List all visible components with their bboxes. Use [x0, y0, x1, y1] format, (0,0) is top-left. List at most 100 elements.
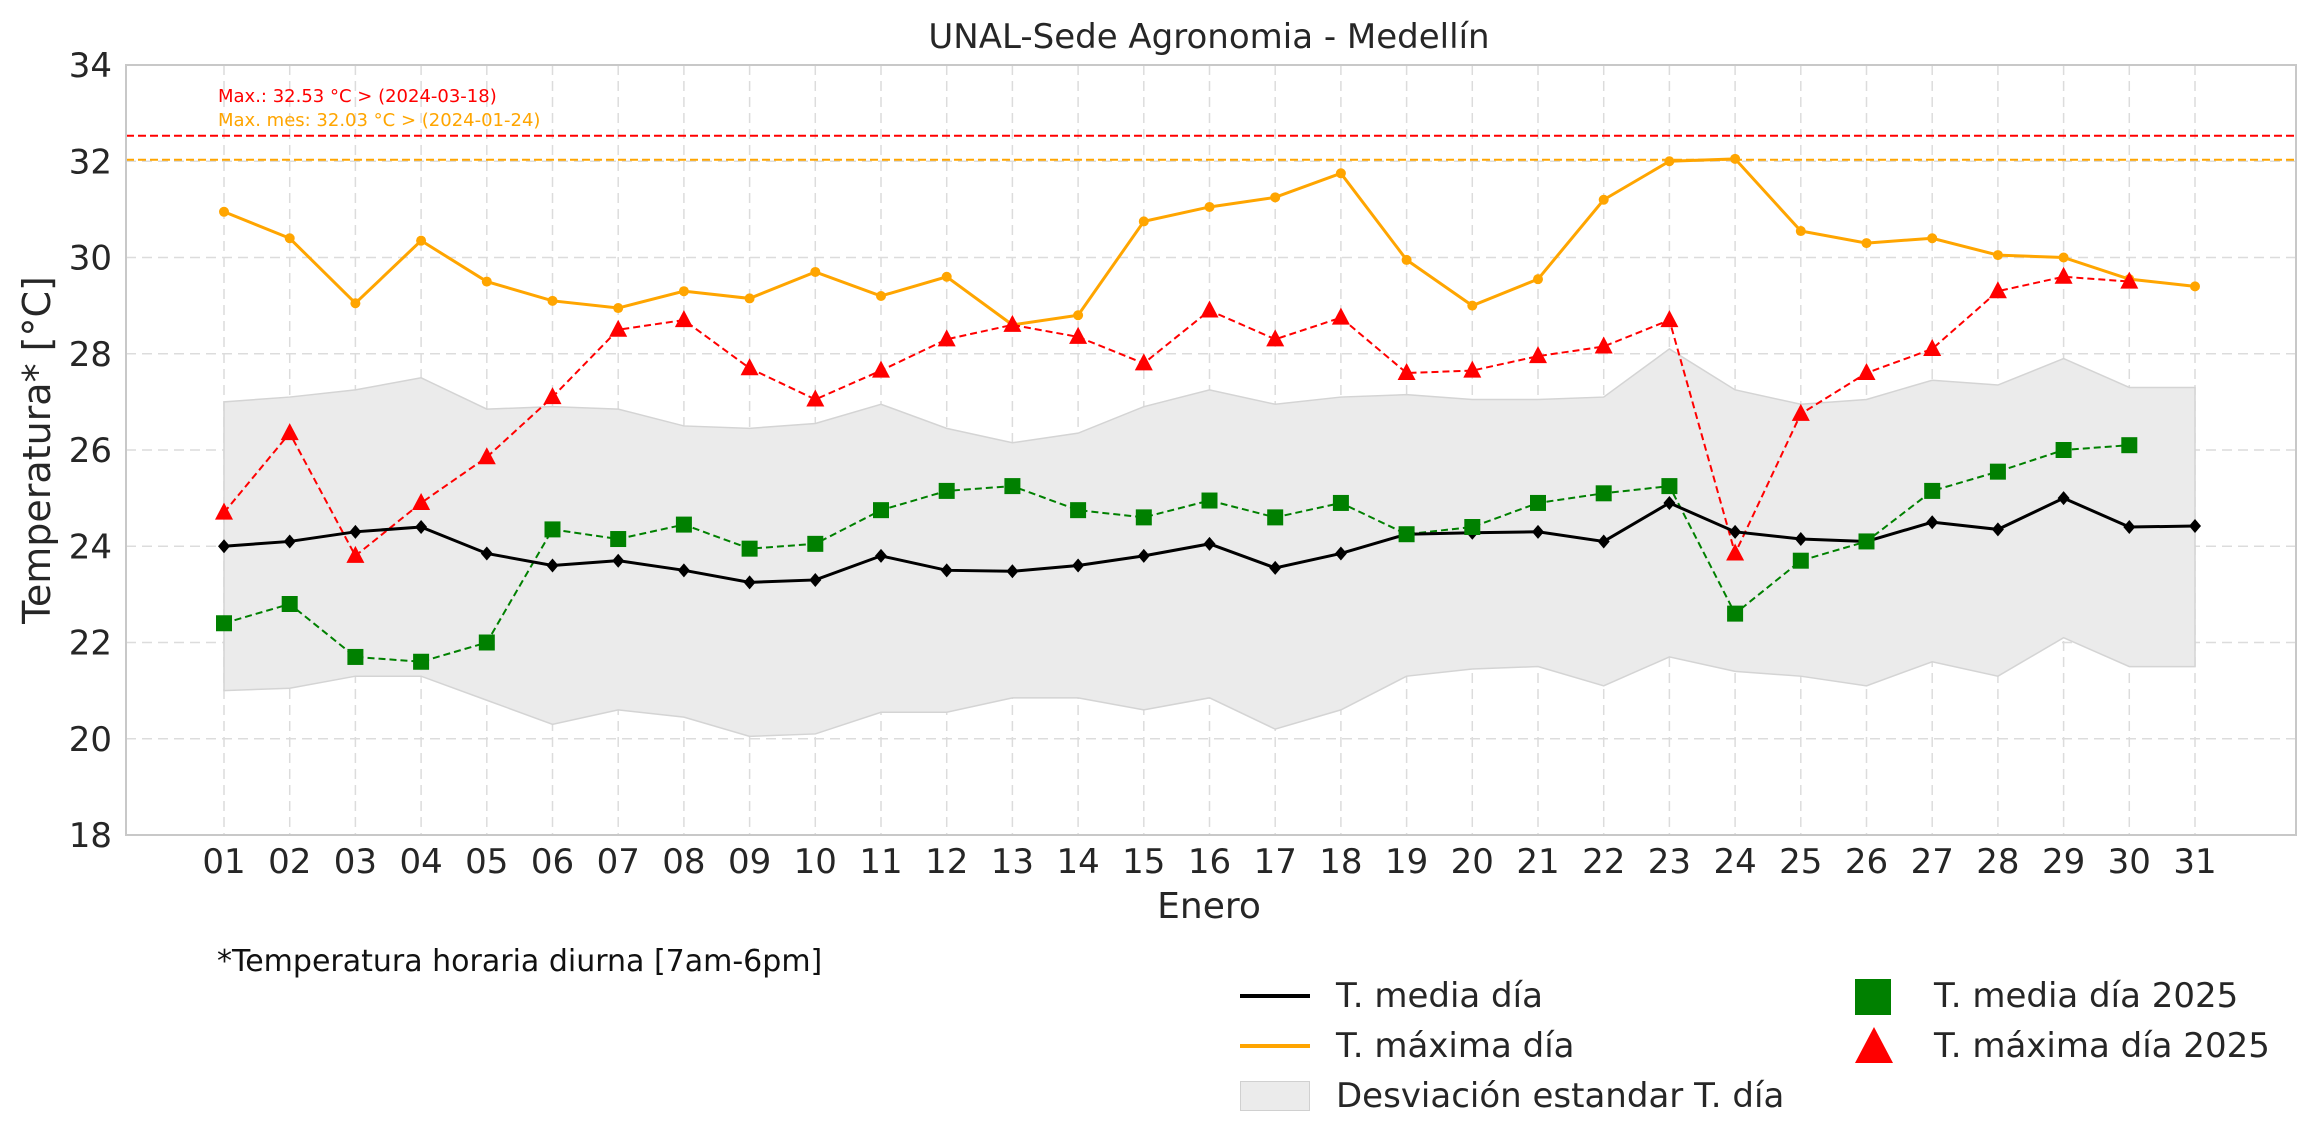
point-media: [743, 575, 756, 590]
legend-media-2025-label: T. media día 2025: [1934, 976, 2239, 1016]
point-maxima: [1401, 254, 1412, 265]
footnote: *Temperatura horaria diurna [7am-6pm]: [217, 944, 823, 979]
point-media-2025: [1398, 526, 1415, 543]
point-maxima-2025: [674, 310, 693, 328]
legend-maxima: T. máxima día: [1240, 1026, 1575, 1066]
y-axis-ticks: 18 20 22 24 26 28 30 32 34: [69, 46, 112, 856]
legend-maxima-2025: T. máxima día 2025: [1838, 1026, 2270, 1066]
point-media: [1269, 560, 1282, 575]
x-tick-label: 17: [1254, 842, 1297, 882]
point-media-2025: [741, 540, 758, 557]
x-tick-label: 06: [531, 842, 574, 882]
point-maxima: [1730, 153, 1741, 164]
x-tick-label: 18: [1319, 842, 1362, 882]
point-maxima: [481, 276, 492, 287]
point-media: [1072, 558, 1085, 573]
point-media: [283, 534, 296, 549]
legend-media-label: T. media día: [1336, 976, 1543, 1016]
point-maxima: [1204, 201, 1215, 212]
y-tick-label: 18: [69, 816, 112, 856]
point-maxima-2025: [2120, 271, 2139, 289]
point-media: [1532, 524, 1544, 539]
point-media: [1729, 524, 1742, 539]
point-maxima-2025: [1857, 363, 1876, 380]
x-tick-label: 04: [399, 842, 442, 882]
y-tick-label: 22: [69, 624, 112, 664]
point-media-2025: [807, 535, 824, 552]
x-tick-label: 01: [202, 842, 245, 882]
point-maxima-2025: [346, 545, 365, 563]
point-media-2025: [1004, 478, 1021, 495]
point-media: [546, 558, 559, 573]
point-maxima: [744, 293, 755, 304]
legend-desviacion-swatch: [1240, 1081, 1310, 1111]
point-maxima-2025: [806, 389, 825, 407]
y-tick-label: 28: [69, 335, 112, 375]
x-tick-label: 16: [1188, 842, 1231, 882]
point-maxima-2025: [543, 387, 562, 405]
point-media-2025: [1924, 482, 1941, 499]
point-media-2025: [610, 531, 627, 548]
x-tick-label: 09: [728, 842, 771, 882]
point-media: [1991, 522, 2004, 537]
point-media-2025: [1464, 519, 1481, 535]
point-media-2025: [873, 502, 889, 519]
y-tick-label: 24: [69, 527, 112, 567]
point-media: [612, 553, 625, 568]
x-tick-label: 15: [1122, 842, 1165, 882]
point-media: [1137, 548, 1150, 563]
x-tick-label: 25: [1779, 842, 1822, 882]
point-maxima: [1664, 156, 1675, 167]
point-maxima: [1598, 194, 1609, 205]
point-maxima: [1927, 233, 1938, 244]
x-tick-label: 19: [1385, 842, 1428, 882]
x-tick-label: 13: [991, 842, 1034, 882]
point-media-2025: [1332, 494, 1349, 511]
point-media: [1926, 515, 1939, 530]
point-media-2025: [1070, 502, 1087, 519]
data-series: [215, 153, 2201, 670]
y-tick-label: 26: [69, 431, 112, 471]
point-maxima-2025: [937, 329, 956, 347]
point-media-2025: [347, 648, 364, 665]
point-maxima-2025: [1003, 314, 1022, 332]
chart-title: UNAL-Sede Agronomia - Medellín: [928, 17, 1489, 57]
x-tick-label: 29: [2042, 842, 2085, 882]
x-axis-label: Enero: [1157, 886, 1261, 927]
point-media-2025: [2055, 442, 2072, 458]
plot-frame: [125, 64, 2297, 836]
x-tick-label: 14: [1056, 842, 1099, 882]
x-tick-label: 31: [2173, 842, 2216, 882]
point-maxima-2025: [412, 492, 431, 510]
point-media-2025: [478, 634, 495, 651]
point-media-2025: [1267, 509, 1284, 526]
y-tick-label: 34: [69, 46, 112, 86]
x-tick-label: 08: [662, 842, 705, 882]
point-media: [875, 548, 887, 563]
point-maxima-2025: [609, 319, 628, 337]
point-media: [480, 546, 493, 561]
legend-media-2025: T. media día 2025: [1838, 976, 2238, 1016]
point-maxima: [2190, 281, 2200, 292]
point-media: [677, 563, 690, 578]
point-maxima-2025: [1791, 403, 1810, 421]
point-media-2025: [1858, 533, 1875, 550]
point-maxima-2025: [872, 360, 890, 378]
point-maxima-2025: [1988, 281, 2007, 299]
point-maxima-2025: [280, 423, 299, 441]
point-media-2025: [938, 482, 955, 499]
y-tick-label: 30: [69, 239, 112, 279]
x-tick-label: 11: [859, 842, 902, 882]
point-maxima: [1073, 310, 1084, 321]
x-tick-label: 20: [1451, 842, 1494, 882]
point-media: [2057, 491, 2070, 506]
point-maxima: [613, 303, 624, 314]
point-maxima: [941, 271, 952, 282]
point-maxima-2025: [1463, 360, 1482, 378]
point-maxima: [416, 235, 427, 246]
x-tick-label: 24: [1713, 842, 1756, 882]
x-tick-label: 02: [268, 842, 311, 882]
point-media-2025: [1792, 552, 1809, 569]
x-axis-ticks: 01 02 03 04 05 06 07 08 09 10 11 12 13 14 15 16 17 18 19 20…: [202, 842, 2216, 882]
